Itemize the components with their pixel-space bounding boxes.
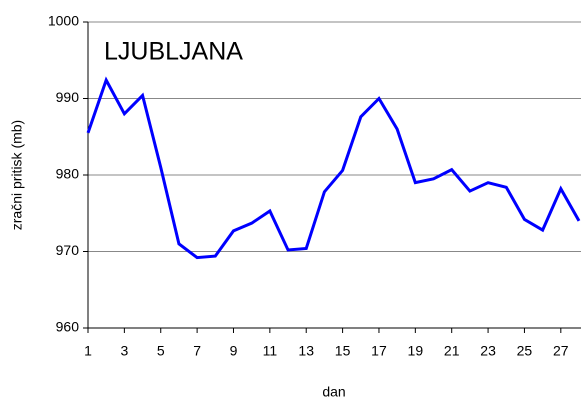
x-tick-label: 23 xyxy=(480,343,496,359)
x-tick-label: 25 xyxy=(517,343,533,359)
x-tick-label: 11 xyxy=(263,343,278,359)
x-tick-label: 5 xyxy=(157,343,165,359)
y-tick-label: 970 xyxy=(56,242,80,258)
x-tick-label: 21 xyxy=(444,343,460,359)
annotation: LJUBLJANA xyxy=(104,38,243,66)
y-tick-label: 980 xyxy=(56,166,80,182)
x-tick-label: 13 xyxy=(298,343,314,359)
x-tick-label: 7 xyxy=(193,343,201,359)
y-axis-label: zračni pritisk (mb) xyxy=(9,120,25,230)
x-tick-label: 17 xyxy=(371,343,387,359)
x-axis-label: dan xyxy=(322,384,345,400)
y-tick-label: 990 xyxy=(56,89,80,105)
x-tick-label: 3 xyxy=(120,343,128,359)
y-tick-label: 960 xyxy=(56,319,80,335)
x-tick-label: 9 xyxy=(230,343,238,359)
y-tick-label: 1000 xyxy=(48,13,79,29)
x-tick-label: 27 xyxy=(553,343,569,359)
x-tick-label: 15 xyxy=(335,343,351,359)
data-line xyxy=(86,76,581,260)
x-tick-label: 19 xyxy=(408,343,424,359)
x-tick-label: 1 xyxy=(84,343,92,359)
